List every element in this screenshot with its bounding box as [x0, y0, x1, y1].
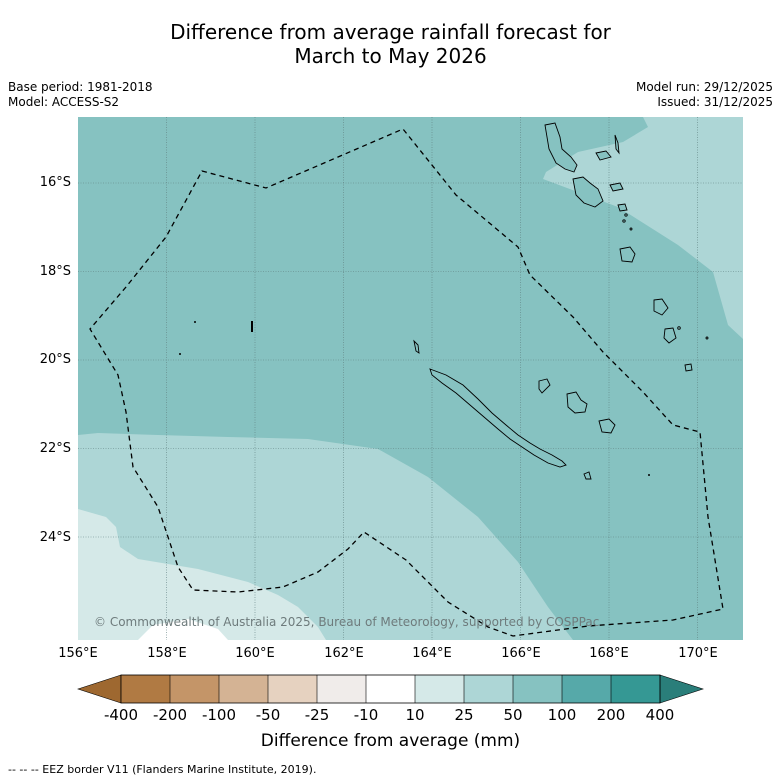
model-run: Model run: 29/12/2025 [635, 80, 773, 94]
lon-label-164e: 164°E [412, 646, 452, 661]
colorbar-cell [464, 675, 513, 703]
colorbar-label: 10 [405, 706, 425, 724]
colorbar-cell [415, 675, 464, 703]
colorbar-cell [268, 675, 317, 703]
lat-label-16s: 16°S [39, 175, 71, 190]
band-neutral [138, 619, 228, 640]
colorbar-cell [513, 675, 562, 703]
colorbar-label: -50 [255, 706, 281, 724]
title-line-1: Difference from average rainfall forecas… [170, 20, 611, 44]
mare-island [598, 418, 616, 434]
colorbar-cell [366, 675, 415, 703]
lon-label-160e: 160°E [235, 646, 275, 661]
lon-label-156e: 156°E [58, 646, 98, 661]
lon-label-162e: 162°E [324, 646, 364, 661]
reef-dot [648, 474, 650, 476]
espiritu-santo-island [544, 122, 578, 173]
new-caledonia-islands [413, 339, 616, 480]
base-period: Base period: 1981-2018 [8, 80, 153, 94]
colorbar-label: 50 [503, 706, 523, 724]
ouvea-island [538, 378, 551, 394]
gridlines [78, 117, 743, 640]
small-islet [705, 336, 709, 340]
small-islet [677, 326, 681, 330]
aneityum-island [684, 363, 693, 372]
colorbar-extend-high [659, 674, 704, 704]
colorbar-label: -100 [201, 706, 237, 724]
colorbar-label: 200 [596, 706, 626, 724]
chart-title: Difference from average rainfall forecas… [0, 20, 781, 68]
small-islet [624, 213, 628, 217]
title-line-2: March to May 2026 [294, 44, 487, 68]
colorbar-cell [219, 675, 268, 703]
tanna-island [663, 327, 677, 344]
colorbar-dividers [169, 675, 612, 703]
maewo-island [614, 134, 620, 155]
reef-dot [194, 321, 196, 323]
colorbar-label: 25 [454, 706, 474, 724]
grande-terre-island [429, 368, 567, 468]
copyright-notice: © Commonwealth of Australia 2025, Bureau… [94, 615, 599, 629]
lon-label-166e: 166°E [501, 646, 541, 661]
colorbar-cell [611, 675, 660, 703]
colorbar [77, 674, 704, 704]
epi-island [617, 203, 628, 212]
eez-legend-footer: -- -- -- EEZ border V11 (Flanders Marine… [8, 763, 317, 776]
colorbar-label: -10 [353, 706, 379, 724]
issued-date: Issued: 31/12/2025 [657, 95, 773, 109]
colorbar-cell [121, 675, 170, 703]
meta-left: Base period: 1981-2018 Model: ACCESS-S2 [8, 80, 153, 110]
colorbar-label: -400 [103, 706, 139, 724]
band-25-50-ne [543, 117, 743, 339]
malekula-island [572, 176, 604, 208]
malo-island [595, 150, 612, 161]
colorbar-label: 400 [645, 706, 675, 724]
erromango-island [653, 298, 669, 316]
lon-label-168e: 168°E [589, 646, 629, 661]
belep-island [413, 339, 420, 354]
reef-dot [179, 353, 181, 355]
colorbar-label: 100 [547, 706, 577, 724]
colorbar-label: -25 [304, 706, 330, 724]
lifou-island [566, 391, 588, 414]
eez-border [89, 128, 724, 637]
lat-label-24s: 24°S [39, 530, 71, 545]
colorbar-cell [170, 675, 219, 703]
rainfall-map: © Commonwealth of Australia 2025, Bureau… [78, 117, 743, 640]
vanuatu-islands [544, 122, 709, 372]
isolated-reefs [179, 321, 650, 476]
lat-label-18s: 18°S [39, 264, 71, 279]
lat-label-20s: 20°S [39, 352, 71, 367]
lon-label-158e: 158°E [147, 646, 187, 661]
chesterfield-reef [251, 321, 253, 332]
small-islet [629, 227, 633, 231]
colorbar-title: Difference from average (mm) [260, 731, 521, 751]
colorbar-cell [317, 675, 366, 703]
lon-label-170e: 170°E [678, 646, 718, 661]
colorbar-cell [562, 675, 611, 703]
meta-right: Model run: 29/12/2025 Issued: 31/12/2025 [636, 80, 773, 110]
colorbar-label: -200 [152, 706, 188, 724]
efate-island [619, 246, 636, 263]
ambrym-island [609, 182, 624, 192]
model-name: Model: ACCESS-S2 [8, 95, 120, 109]
lat-label-22s: 22°S [39, 441, 71, 456]
colorbar-outline [120, 674, 661, 704]
band-10-25 [78, 509, 326, 640]
colorbar-extend-low [77, 674, 122, 704]
isle-of-pines [583, 471, 592, 480]
small-islet [622, 219, 626, 223]
